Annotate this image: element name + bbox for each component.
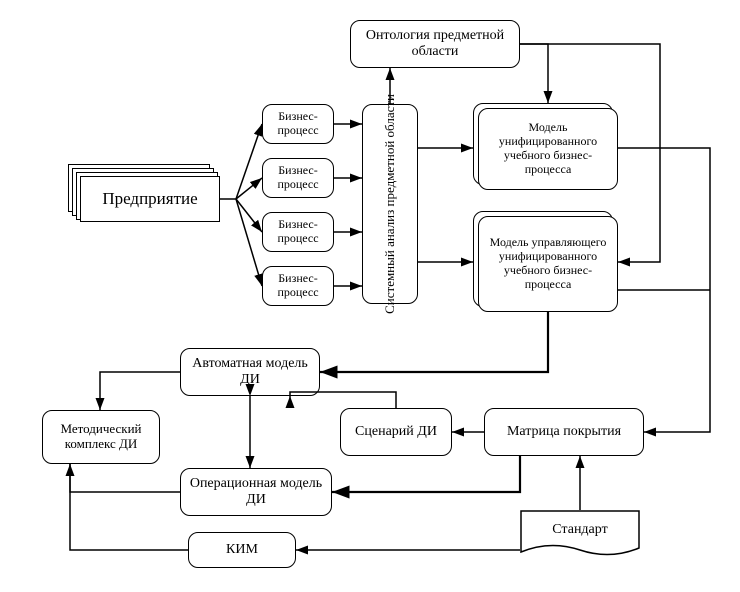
label: Онтология предметной области: [357, 28, 513, 60]
node-bp3: Бизнес-процесс: [262, 212, 334, 252]
label: Модель унифицированного учебного бизнес-…: [485, 121, 611, 176]
label: Бизнес-процесс: [269, 164, 327, 192]
node-method: Методический комплекс ДИ: [42, 410, 160, 464]
node-opmodel: Операционная модель ДИ: [180, 468, 332, 516]
node-sysanalysis: Системный анализ предметной области: [362, 104, 418, 304]
node-standard: Стандарт: [520, 510, 640, 558]
label: Системный анализ предметной области: [383, 94, 398, 314]
label: Операционная модель ДИ: [187, 476, 325, 508]
node-ontology: Онтология предметной области: [350, 20, 520, 68]
label: Автоматная модель ДИ: [187, 356, 313, 388]
label: Бизнес-процесс: [269, 218, 327, 246]
node-model2: Модель управляющего унифицированного уче…: [478, 216, 618, 312]
node-bp1: Бизнес-процесс: [262, 104, 334, 144]
label: КИМ: [226, 542, 258, 558]
label: Методический комплекс ДИ: [49, 422, 153, 452]
node-bp2: Бизнес-процесс: [262, 158, 334, 198]
label: Матрица покрытия: [507, 424, 621, 440]
node-scenario: Сценарий ДИ: [340, 408, 452, 456]
node-kim: КИМ: [188, 532, 296, 568]
node-matrix: Матрица покрытия: [484, 408, 644, 456]
label: Сценарий ДИ: [355, 424, 437, 440]
label: Предприятие: [102, 189, 197, 209]
node-model1: Модель унифицированного учебного бизнес-…: [478, 108, 618, 190]
label: Стандарт: [552, 522, 607, 538]
label: Бизнес-процесс: [269, 272, 327, 300]
node-automaton: Автоматная модель ДИ: [180, 348, 320, 396]
node-enterprise: Предприятие: [80, 176, 220, 222]
label: Бизнес-процесс: [269, 110, 327, 138]
label: Модель управляющего унифицированного уче…: [485, 236, 611, 291]
node-bp4: Бизнес-процесс: [262, 266, 334, 306]
